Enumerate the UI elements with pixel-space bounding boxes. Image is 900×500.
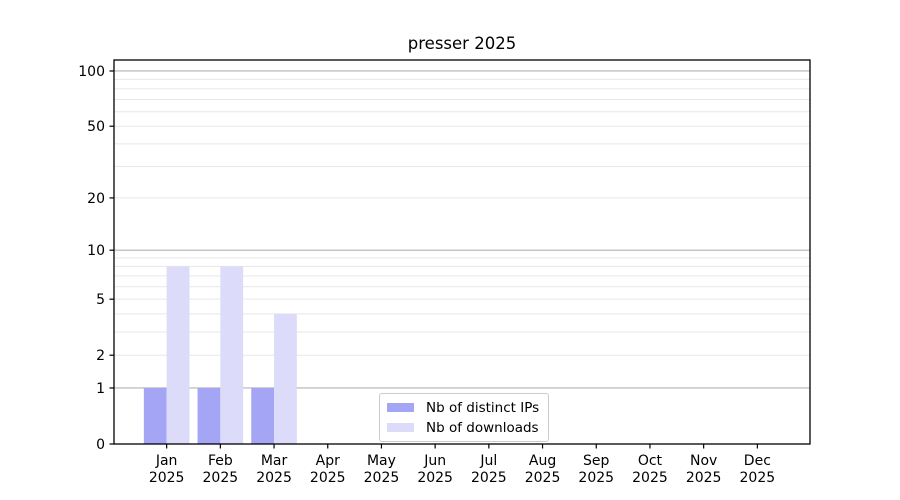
legend-label-downloads: Nb of downloads <box>426 419 539 436</box>
x-tick-label-month: Aug <box>529 453 556 469</box>
bar-distinct_ips-mar <box>251 387 275 444</box>
x-tick-label-year: 2025 <box>417 470 453 486</box>
x-tick-label-month: Sep <box>583 453 610 469</box>
x-tick-label-year: 2025 <box>740 470 776 486</box>
x-tick-label-month: Apr <box>316 453 340 469</box>
chart-title: presser 2025 <box>407 34 517 53</box>
y-tick-label: 20 <box>87 191 105 207</box>
y-tick-label: 5 <box>96 292 105 308</box>
x-tick-label-year: 2025 <box>578 470 614 486</box>
legend-item-downloads: Nb of downloads <box>387 419 539 436</box>
x-tick-label-month: Jan <box>155 453 178 469</box>
x-tick-label-month: Nov <box>690 453 717 469</box>
legend-label-distinct-ips: Nb of distinct IPs <box>426 399 540 416</box>
x-tick-label-year: 2025 <box>686 470 722 486</box>
x-tick-label-month: Dec <box>744 453 771 469</box>
x-tick-label-month: May <box>367 453 396 469</box>
x-tick-label-year: 2025 <box>525 470 561 486</box>
y-tick-label: 0 <box>96 437 105 453</box>
bar-distinct_ips-jan <box>143 387 167 444</box>
x-tick-label-month: Jul <box>479 453 497 469</box>
plot-border <box>113 59 811 445</box>
distinct-ips-swatch-icon <box>387 403 414 412</box>
x-tick-label-month: Mar <box>261 453 288 469</box>
x-tick-label-year: 2025 <box>203 470 239 486</box>
x-tick-label-year: 2025 <box>256 470 292 486</box>
x-tick-label-year: 2025 <box>632 470 668 486</box>
y-tick-label: 100 <box>78 64 105 80</box>
bar-distinct_ips-feb <box>197 387 221 444</box>
bar-downloads-jan <box>166 266 190 444</box>
x-tick-label-month: Jun <box>423 453 446 469</box>
downloads-swatch-icon <box>387 423 414 432</box>
y-tick-label: 10 <box>87 243 105 259</box>
x-tick-label-year: 2025 <box>310 470 346 486</box>
x-tick-label-month: Oct <box>638 453 663 469</box>
y-tick-label: 2 <box>96 348 105 364</box>
x-tick-label-year: 2025 <box>471 470 507 486</box>
bar-downloads-mar <box>274 313 297 444</box>
bar-downloads-feb <box>220 266 244 444</box>
chart-legend: Nb of distinct IPs Nb of downloads <box>379 393 550 442</box>
x-tick-label-month: Feb <box>208 453 233 469</box>
y-tick-label: 1 <box>96 381 105 397</box>
y-tick-label: 50 <box>87 119 105 135</box>
x-tick-label-year: 2025 <box>364 470 400 486</box>
legend-item-distinct-ips: Nb of distinct IPs <box>387 399 539 416</box>
x-tick-label-year: 2025 <box>149 470 185 486</box>
